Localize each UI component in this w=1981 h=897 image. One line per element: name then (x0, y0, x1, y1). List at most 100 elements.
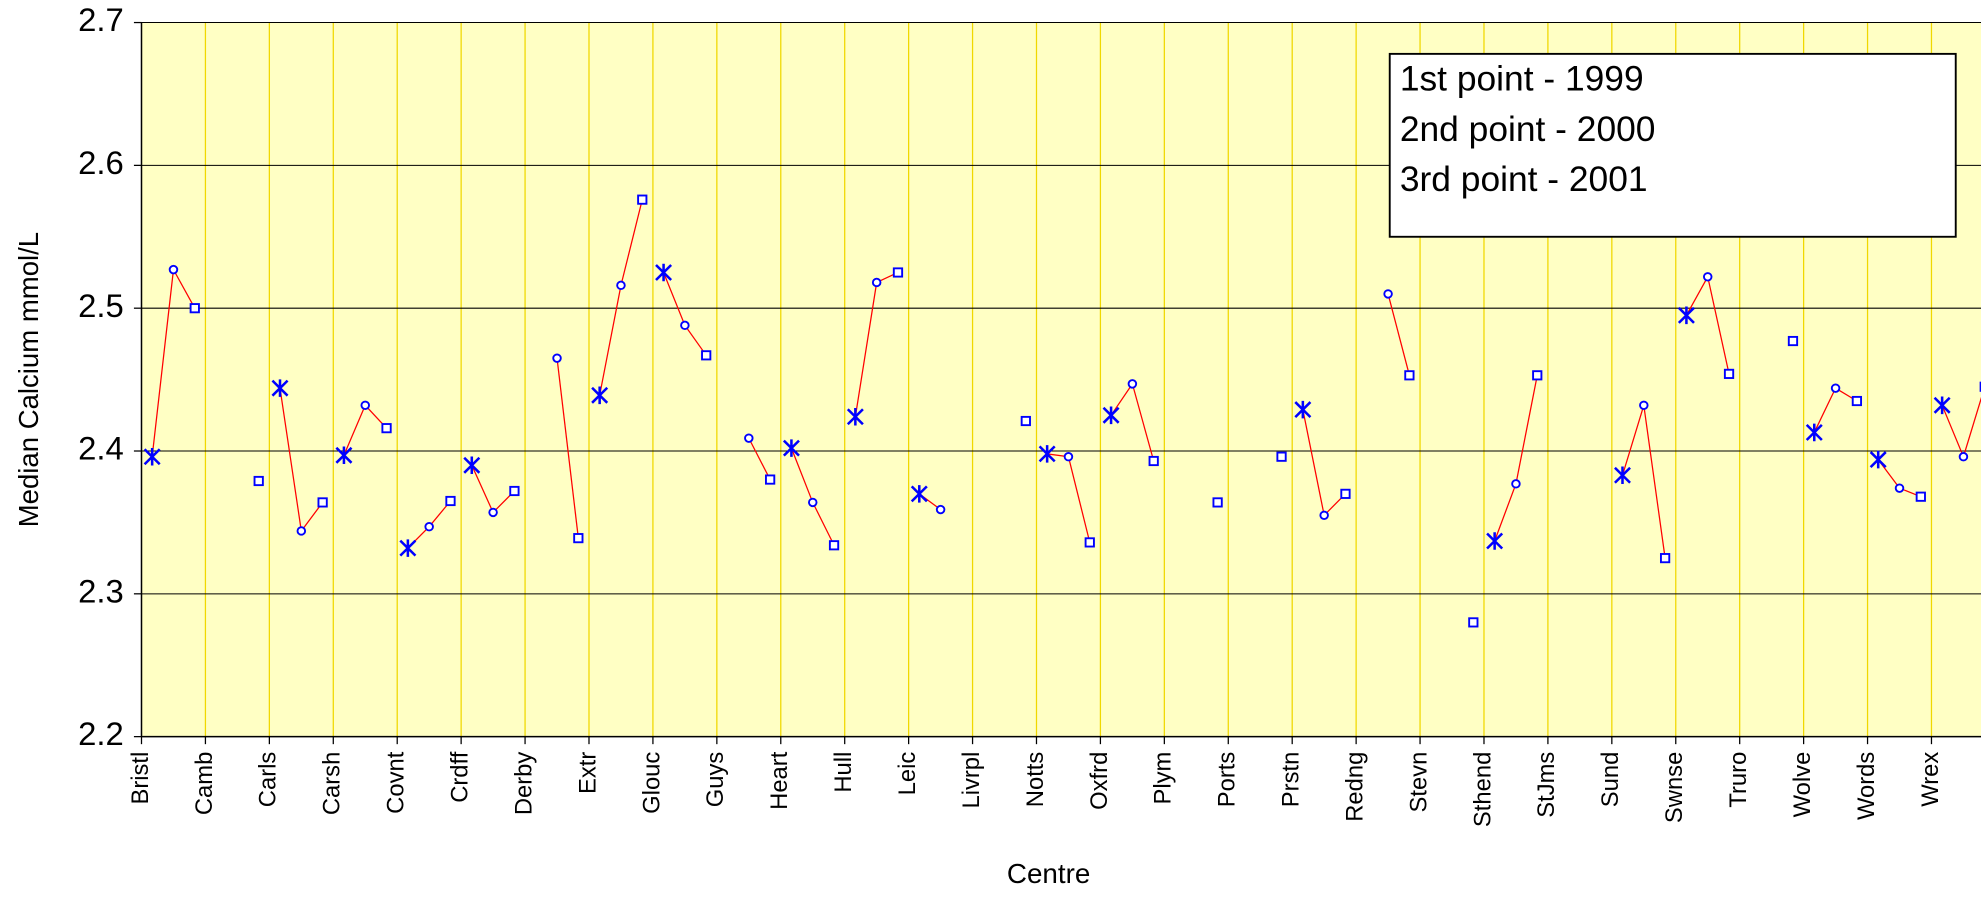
x-tick-label: Extr (574, 752, 601, 794)
square-marker (701, 350, 712, 361)
star-marker (1933, 396, 1951, 415)
circle-marker (1894, 483, 1905, 493)
circle-marker (552, 353, 562, 363)
y-tick-label: 2.3 (78, 573, 124, 610)
x-tick-label: Sthend (1469, 752, 1496, 827)
circle-marker (1830, 383, 1841, 393)
y-tick-label: 2.7 (78, 1, 124, 38)
circle-marker (360, 400, 370, 411)
x-tick-label: Wrex (1917, 752, 1944, 807)
x-tick-label: Hull (830, 752, 857, 793)
centre-line (556, 358, 579, 539)
star-marker (910, 485, 928, 503)
x-tick-label: Leic (894, 752, 921, 796)
square-marker (381, 423, 392, 434)
circle-marker (296, 526, 307, 536)
x-tick-label: Crdff (446, 751, 473, 802)
x-tick-label: Livrpl (958, 752, 985, 809)
star-marker (1614, 466, 1631, 485)
square-marker (1084, 537, 1095, 548)
square-marker (1915, 491, 1926, 502)
marks (143, 194, 1981, 628)
square-marker (573, 533, 584, 544)
circle-marker (1958, 452, 1969, 462)
square-marker (1148, 455, 1159, 467)
star-marker (463, 456, 481, 475)
square-marker (1212, 497, 1223, 508)
star-marker (782, 439, 800, 457)
circle-marker (808, 497, 818, 508)
x-tick-label: Sund (1597, 752, 1624, 808)
square-marker (445, 495, 456, 507)
x-axis-title: Centre (1007, 858, 1090, 889)
square-marker (765, 474, 776, 485)
square-marker (1020, 415, 1031, 427)
circle-marker (744, 433, 754, 443)
circle-marker (1063, 452, 1074, 462)
circle-marker (1319, 510, 1329, 520)
square-marker (1659, 553, 1671, 564)
x-tick-label: Heart (766, 751, 793, 810)
circle-marker (1383, 289, 1393, 299)
circle-marker (680, 320, 690, 331)
x-tick-label: Swnse (1661, 752, 1688, 823)
x-tick-label: Stevn (1405, 752, 1432, 813)
x-tick-label: Bristl (127, 752, 154, 805)
x-tick-label: Carls (255, 752, 282, 808)
x-tick-label: Words (1853, 752, 1880, 820)
circle-marker (1127, 379, 1138, 389)
star-marker (271, 379, 289, 397)
circle-marker (935, 504, 946, 515)
circle-marker (424, 522, 434, 532)
x-tick-label: Plym (1150, 752, 1177, 805)
square-marker (828, 540, 840, 551)
star-marker (143, 447, 161, 466)
square-marker (1276, 451, 1287, 462)
legend-label: 3rd point - 2001 (1400, 160, 1648, 199)
square-marker (317, 497, 328, 508)
square-marker (1851, 395, 1863, 407)
star-marker (591, 386, 609, 405)
circle-marker (1511, 479, 1521, 489)
circle-marker (488, 507, 498, 518)
x-tick-label: Glouc (638, 752, 665, 814)
x-tick-label: Derby (510, 752, 537, 816)
y-tick-label: 2.6 (78, 144, 124, 181)
square-marker (1468, 617, 1479, 628)
square-marker (1532, 370, 1543, 381)
legend-label: 2nd point - 2000 (1400, 110, 1656, 149)
centre-line (748, 437, 771, 480)
x-tick-label: Carsh (319, 752, 346, 815)
star-marker (335, 446, 353, 465)
centre-line (1387, 293, 1411, 376)
x-tick-label: Redng (1341, 752, 1368, 822)
y-tick-label: 2.4 (78, 430, 124, 467)
x-tick-label: Prstn (1277, 752, 1304, 808)
circle-marker (1702, 272, 1713, 282)
legend-label: 1st point - 1999 (1400, 60, 1644, 99)
star-marker (1677, 306, 1695, 325)
x-tick-label: Oxfrd (1086, 752, 1113, 810)
square-marker (1340, 488, 1351, 499)
star-marker (846, 407, 864, 426)
circle-marker (1639, 400, 1649, 411)
circle-marker (168, 264, 179, 275)
grid (133, 21, 1981, 745)
legend-box (1388, 52, 1957, 238)
circle-marker (616, 280, 626, 291)
x-tick-label: Ports (1214, 752, 1241, 808)
x-tick-label: Notts (1022, 752, 1049, 808)
square-marker (892, 267, 904, 278)
y-tick-label: 2.5 (78, 287, 124, 324)
x-tick-label: Truro (1725, 752, 1752, 808)
legend: 1st point - 1999 2nd point - 2000 3rd poin… (1388, 52, 1957, 238)
square-marker (1723, 368, 1735, 379)
star-marker (1869, 450, 1887, 469)
x-tick-label: StJms (1533, 752, 1560, 818)
square-marker (509, 485, 520, 497)
x-tick-label: Camb (191, 752, 218, 815)
square-marker (253, 475, 264, 487)
star-marker (655, 263, 673, 282)
